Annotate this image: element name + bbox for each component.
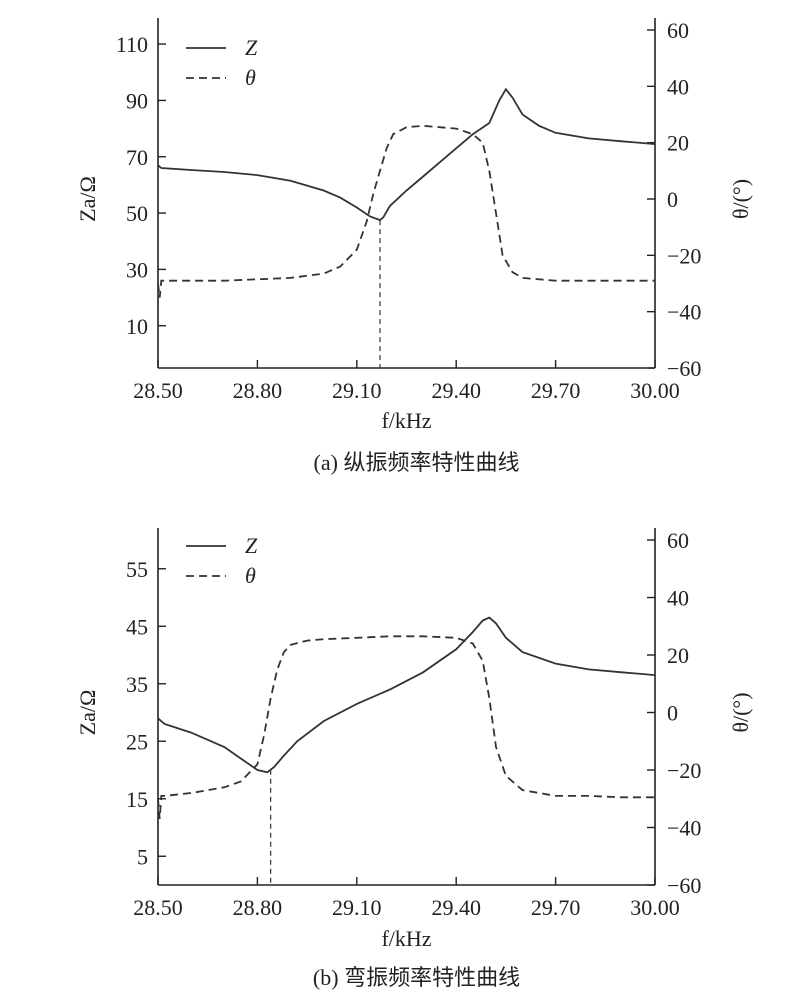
- y-right-tick-label: 0: [667, 701, 678, 726]
- x-tick-label: 29.70: [531, 895, 581, 920]
- y-left-tick-label: 25: [126, 729, 148, 754]
- y-left-tick-label: 70: [126, 145, 148, 170]
- x-tick-label: 30.00: [630, 895, 680, 920]
- y-right-tick-label: 60: [667, 528, 689, 553]
- x-tick-label: 29.10: [332, 378, 382, 403]
- y-left-tick-label: 10: [126, 314, 148, 339]
- y-left-tick-label: 15: [126, 787, 148, 812]
- x-tick-label: 28.80: [233, 378, 283, 403]
- y-left-tick-label: 30: [126, 257, 148, 282]
- x-tick-label: 30.00: [630, 378, 680, 403]
- legend-z-label: Z: [245, 533, 258, 558]
- y-left-tick-label: 110: [116, 32, 148, 57]
- x-tick-label: 29.70: [531, 378, 581, 403]
- y-right-tick-label: −60: [667, 873, 701, 898]
- y-right-tick-label: 20: [667, 131, 689, 156]
- y-left-axis-label: Za/Ω: [75, 176, 100, 222]
- theta-series-line: [157, 124, 655, 298]
- y-left-tick-label: 45: [126, 614, 148, 639]
- chart-panel-a: 28.50 28.80 29.10 29.40 29.70 30.00 10 30 50 70 90…: [75, 18, 753, 475]
- x-tick-label: 28.80: [233, 895, 283, 920]
- z-series-line: [157, 87, 656, 222]
- x-axis-label: f/kHz: [381, 408, 431, 433]
- y-right-tick-label: −40: [667, 816, 701, 841]
- y-right-tick-label: −20: [667, 758, 701, 783]
- y-left-tick-label: 55: [126, 557, 148, 582]
- x-tick-label: 28.50: [133, 895, 183, 920]
- y-right-tick-label: 60: [667, 18, 689, 43]
- chart-caption: (b) 弯振频率特性曲线: [313, 965, 520, 990]
- legend-z-label: Z: [245, 35, 258, 60]
- x-axis-label: f/kHz: [381, 926, 431, 951]
- legend-theta-label: θ: [245, 65, 256, 90]
- x-tick-label: 29.40: [431, 895, 481, 920]
- y-right-tick-label: −20: [667, 243, 701, 268]
- y-right-tick-label: 20: [667, 643, 689, 668]
- x-tick-label: 29.10: [332, 895, 382, 920]
- y-right-tick-label: 40: [667, 74, 689, 99]
- y-left-axis-label: Za/Ω: [75, 690, 100, 736]
- y-right-tick-label: 40: [667, 586, 689, 611]
- y-left-tick-label: 90: [126, 88, 148, 113]
- y-right-tick-label: 0: [667, 187, 678, 212]
- legend-theta-label: θ: [245, 563, 256, 588]
- x-tick-label: 28.50: [133, 378, 183, 403]
- chart-caption: (a) 纵振频率特性曲线: [314, 450, 520, 475]
- y-right-axis-label: θ/(°): [728, 179, 753, 219]
- y-left-tick-label: 5: [137, 844, 148, 869]
- chart-panel-b: 28.50 28.80 29.10 29.40 29.70 30.00 5 15 25 35 45 5…: [75, 528, 753, 990]
- z-series-line: [157, 616, 656, 774]
- y-left-tick-label: 35: [126, 672, 148, 697]
- y-right-axis-label: θ/(°): [728, 692, 753, 732]
- y-right-tick-label: −60: [667, 356, 701, 381]
- y-left-tick-label: 50: [126, 201, 148, 226]
- x-tick-label: 29.40: [431, 378, 481, 403]
- theta-series-line: [157, 635, 655, 819]
- y-right-tick-label: −40: [667, 300, 701, 325]
